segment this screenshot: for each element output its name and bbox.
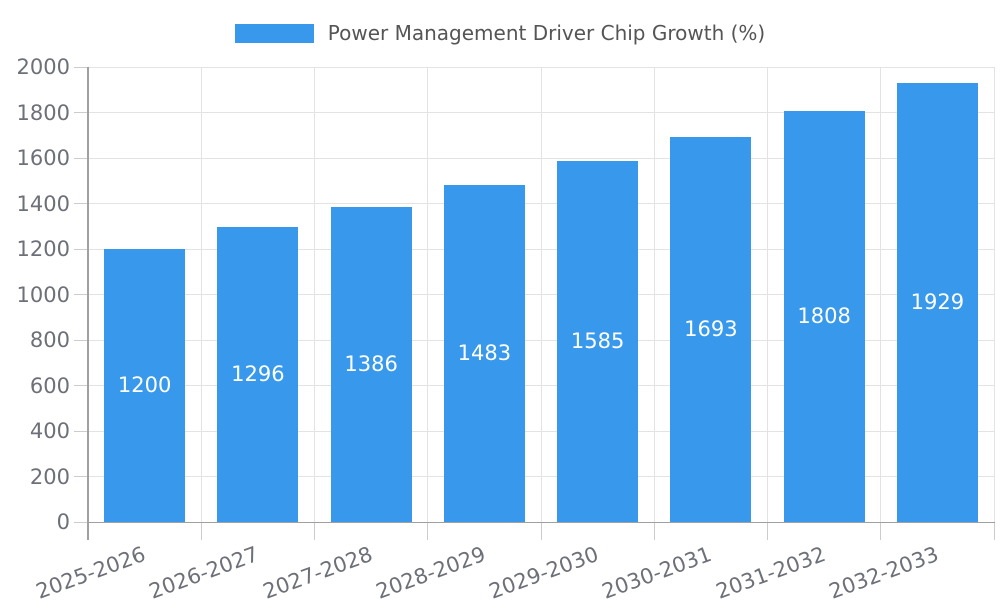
gridline-horizontal	[88, 157, 994, 159]
y-axis-tick	[74, 294, 88, 295]
bar-value-label: 1386	[344, 351, 398, 376]
gridline-horizontal	[88, 294, 994, 295]
y-tick-label: 800	[29, 328, 70, 352]
y-axis-tick	[74, 385, 88, 386]
y-axis-tick	[74, 521, 88, 523]
x-tick-label: 2030-2031	[599, 542, 716, 604]
y-axis-tick	[74, 248, 88, 250]
bar[interactable]: 1585	[557, 161, 639, 522]
x-axis-tick	[314, 522, 315, 540]
gridline-horizontal	[88, 248, 994, 250]
legend-label: Power Management Driver Chip Growth (%)	[327, 21, 766, 45]
y-tick-label: 400	[29, 419, 70, 443]
y-tick-label: 1200	[16, 237, 70, 261]
y-axis-tick	[74, 157, 88, 159]
y-tick-label: 600	[29, 373, 70, 398]
bar-value-label: 1296	[231, 362, 285, 387]
x-axis-tick	[880, 522, 882, 540]
bar[interactable]: 1808	[783, 110, 865, 522]
y-axis-line	[87, 67, 89, 540]
gridline-horizontal	[88, 203, 994, 204]
x-tick-label: 2031-2032	[712, 542, 829, 604]
x-axis-tick	[200, 522, 202, 540]
gridline-horizontal	[88, 476, 994, 477]
x-axis-tick	[993, 522, 995, 540]
bar-value-label: 1200	[117, 373, 172, 397]
bar[interactable]: 1386	[330, 206, 412, 522]
bar-value-label: 1483	[457, 340, 512, 365]
x-tick-label: 2028-2029	[372, 542, 489, 604]
legend[interactable]: Power Management Driver Chip Growth (%)	[0, 21, 1000, 45]
bar[interactable]: 1929	[896, 83, 978, 522]
y-axis-tick	[74, 430, 88, 432]
y-tick-label: 1000	[16, 282, 70, 307]
y-tick-label: 1600	[16, 146, 70, 170]
gridline-horizontal	[88, 430, 994, 432]
y-axis-tick	[74, 203, 88, 204]
x-tick-label: 2027-2028	[259, 542, 376, 604]
y-axis-tick	[74, 112, 88, 113]
bar[interactable]: 1693	[670, 136, 752, 522]
bar-value-label: 1808	[797, 303, 851, 328]
y-axis-tick	[74, 339, 88, 341]
bar[interactable]: 1200	[104, 249, 186, 522]
plot-area: 0 200 400 600 800 1000 1200 1400 1600 1800 2000 120…	[17, 55, 995, 604]
y-tick-label: 2000	[16, 55, 70, 79]
x-tick-label: 2026-2027	[146, 542, 263, 604]
y-tick-label: 200	[29, 464, 70, 489]
x-tick-label: 2029-2030	[486, 542, 602, 604]
legend-swatch	[234, 23, 314, 43]
gridline-horizontal	[88, 385, 994, 386]
bar-value-label: 1929	[910, 290, 965, 315]
bar[interactable]: 1483	[443, 184, 525, 522]
bar[interactable]: 1296	[217, 227, 299, 522]
bar-value-label: 1585	[570, 329, 625, 354]
y-axis-tick	[74, 476, 88, 477]
gridline-horizontal	[88, 66, 994, 68]
x-axis-tick	[540, 522, 542, 540]
x-axis-line	[87, 521, 995, 523]
x-axis-tick	[427, 522, 429, 540]
gridline-vertical	[993, 67, 995, 522]
x-axis-tick	[767, 522, 768, 540]
bar-value-label: 1693	[684, 316, 738, 341]
y-tick-label: 1800	[16, 100, 70, 125]
y-tick-label: 0	[56, 510, 70, 534]
gridline-horizontal	[88, 339, 994, 341]
y-axis-tick	[74, 66, 88, 68]
x-tick-label: 2032-2033	[825, 542, 942, 604]
gridline-horizontal	[88, 112, 994, 113]
y-tick-label: 1400	[16, 191, 70, 216]
x-tick-label: 2025-2026	[33, 542, 149, 604]
x-axis-tick	[653, 522, 655, 540]
